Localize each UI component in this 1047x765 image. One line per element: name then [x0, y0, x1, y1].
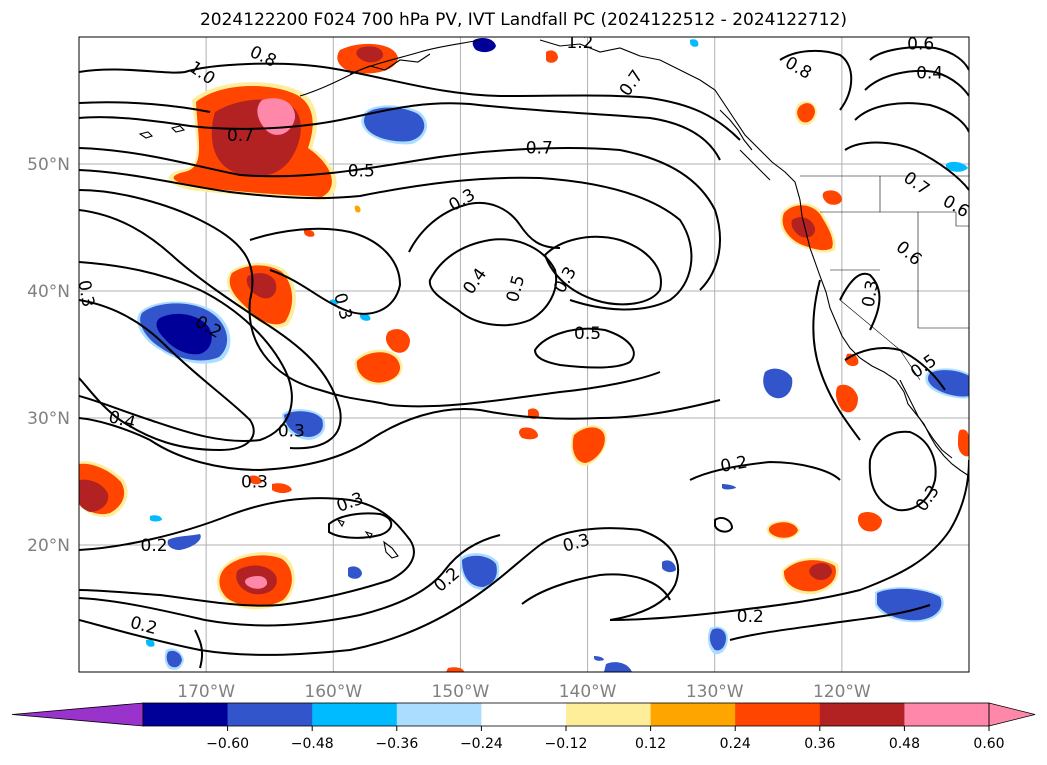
lon-tick-label: 130°W [686, 682, 744, 702]
latitude-tick-labels: 50°N 40°N 30°N 20°N [27, 155, 70, 556]
lon-tick-label: 140°W [559, 682, 617, 702]
contour-label: 0.2 [719, 453, 749, 477]
lon-tick-label: 150°W [432, 682, 490, 702]
colorbar-bin [396, 703, 482, 726]
contour-label: 0.5 [348, 161, 375, 181]
longitude-tick-labels: 170°W 160°W 150°W 140°W 130°W 120°W [177, 682, 871, 702]
lon-tick-label: 120°W [813, 682, 871, 702]
svg-text:0.3: 0.3 [278, 422, 305, 442]
lat-tick-label: 20°N [27, 536, 70, 556]
svg-text:0.2: 0.2 [737, 607, 764, 627]
colorbar-bin [312, 703, 398, 726]
colorbar-over-arrow [988, 702, 1036, 727]
svg-text:0.5: 0.5 [348, 161, 375, 181]
colorbar-bin [904, 703, 990, 726]
colorbar-tick-label: 0.36 [804, 736, 835, 752]
contour-label: 0.2 [737, 607, 764, 627]
coastlines [138, 39, 969, 559]
svg-text:0.4: 0.4 [916, 64, 943, 84]
gridlines [79, 37, 969, 672]
colorbar-bin [143, 703, 229, 726]
contour-label: 0.7 [526, 138, 553, 158]
colorbar-bin [819, 703, 905, 726]
colorbar-tick-label: 0.24 [720, 736, 751, 752]
colorbar-tick-label: −0.48 [291, 736, 334, 752]
lat-tick-label: 30°N [27, 409, 70, 429]
pv-contours [79, 46, 969, 669]
svg-text:0.3: 0.3 [73, 279, 97, 309]
map-frame [78, 36, 970, 673]
colorbar-tick-label: 0.12 [635, 736, 666, 752]
svg-text:0.7: 0.7 [526, 138, 553, 158]
contour-label: 0.3 [278, 422, 305, 442]
lon-tick-label: 160°W [304, 682, 362, 702]
contour-label: 0.4 [916, 64, 943, 84]
svg-text:0.2: 0.2 [719, 453, 749, 477]
colorbar-tick-label: −0.60 [206, 736, 249, 752]
colorbar-tick-label: 0.60 [973, 736, 1004, 752]
contour-label: 0.6 [907, 34, 934, 54]
svg-text:1.2: 1.2 [566, 33, 593, 53]
colorbar-tick-label: 0.48 [889, 736, 920, 752]
svg-text:0.3: 0.3 [241, 473, 268, 493]
svg-text:0.2: 0.2 [140, 536, 167, 556]
colorbar-bin [650, 703, 736, 726]
map-title: 2024122200 F024 700 hPa PV, IVT Landfall… [199, 10, 847, 30]
svg-text:0.7: 0.7 [227, 126, 254, 146]
lon-tick-label: 170°W [177, 682, 235, 702]
colorbar-tick-label: −0.24 [460, 736, 503, 752]
svg-text:0.5: 0.5 [574, 324, 601, 344]
colorbar-bin [566, 703, 652, 726]
svg-text:0.3: 0.3 [859, 279, 883, 309]
contour-label: 0.5 [574, 324, 601, 344]
colorbar-tick-label: −0.12 [545, 736, 588, 752]
svg-text:0.6: 0.6 [907, 34, 934, 54]
colorbar: −0.60 −0.48 −0.36 −0.24 −0.12 0.12 0.24 0.36 0.4… [11, 702, 1036, 752]
contour-label: 0.3 [73, 279, 98, 309]
lat-tick-label: 50°N [27, 155, 70, 175]
contour-label: 0.3 [859, 279, 883, 309]
contour-label: 1.2 [566, 33, 593, 53]
lat-tick-label: 40°N [27, 282, 70, 302]
colorbar-tick-label: −0.36 [375, 736, 418, 752]
political-borders [800, 175, 969, 381]
contour-label: 0.3 [241, 473, 268, 493]
contour-label: 0.2 [140, 536, 167, 556]
contour-label: 0.7 [227, 126, 254, 146]
colorbar-bin [735, 703, 821, 726]
colorbar-bin [227, 703, 313, 726]
colorbar-under-arrow [11, 702, 144, 727]
colorbar-bin [481, 703, 567, 726]
